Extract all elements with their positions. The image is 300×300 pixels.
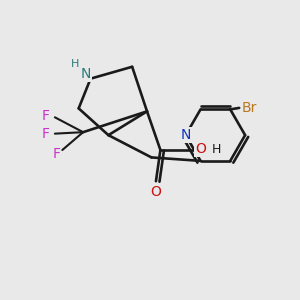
- Text: F: F: [52, 148, 60, 161]
- Text: O: O: [151, 184, 161, 199]
- Text: Br: Br: [242, 101, 257, 115]
- Text: F: F: [42, 109, 50, 123]
- Text: H: H: [212, 143, 221, 156]
- Text: N: N: [181, 128, 191, 142]
- Text: O: O: [195, 142, 206, 156]
- Text: F: F: [42, 127, 50, 141]
- Text: N: N: [81, 67, 91, 81]
- Text: H: H: [71, 59, 79, 69]
